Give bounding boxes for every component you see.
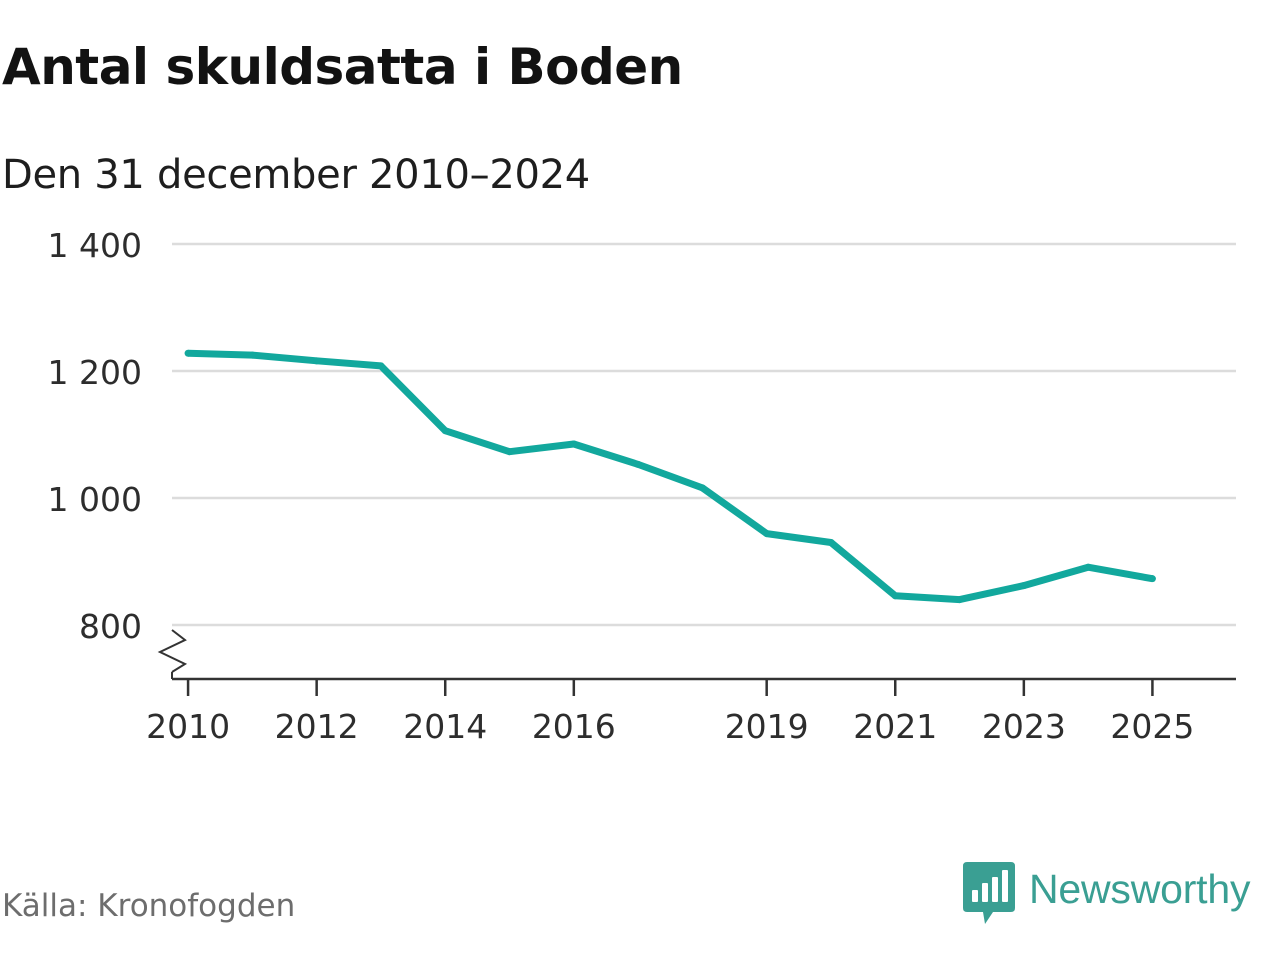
source-note: Källa: Kronofogden (2, 888, 296, 924)
data-point-2010 (184, 349, 192, 357)
newsworthy-logo-text: Newsworthy (1029, 866, 1251, 912)
series-line-0 (187, 349, 1154, 604)
chart-title: Antal skuldsatta i Boden (2, 38, 683, 96)
data-point-2019 (763, 530, 771, 538)
chart-subtitle: Den 31 december 2010–2024 (2, 152, 590, 198)
x-tick-label-2014: 2014 (403, 707, 487, 746)
y-tick-label-800: 800 (79, 607, 142, 646)
x-tick-label-2012: 2012 (275, 707, 359, 746)
data-point-2011 (248, 351, 256, 359)
data-point-2015 (506, 448, 514, 456)
newsworthy-logo-icon (963, 862, 1015, 924)
data-point-2017 (634, 460, 642, 468)
data-point-2018 (698, 484, 706, 492)
data-point-2025 (1148, 575, 1156, 583)
data-point-2024 (1084, 563, 1092, 571)
x-tick-label-2019: 2019 (725, 707, 809, 746)
y-tick-label-1000: 1 000 (48, 480, 142, 519)
data-point-2021 (891, 592, 899, 600)
x-tick-label-2023: 2023 (982, 707, 1066, 746)
x-tick-label-2010: 2010 (146, 707, 230, 746)
x-tick-label-2021: 2021 (853, 707, 937, 746)
data-point-2020 (827, 538, 835, 546)
y-tick-label-1200: 1 200 (48, 353, 142, 392)
data-point-2023 (1020, 582, 1028, 590)
data-point-2014 (441, 427, 449, 435)
y-tick-label-1400: 1 400 (48, 226, 142, 265)
x-tick-label-2025: 2025 (1110, 707, 1194, 746)
y-axis-break-icon (157, 629, 188, 673)
newsworthy-logo: Newsworthy (963, 862, 1250, 926)
data-point-2022 (956, 596, 964, 604)
x-tick-label-2016: 2016 (532, 707, 616, 746)
data-point-2012 (313, 357, 321, 365)
data-point-2016 (570, 440, 578, 448)
data-point-2013 (377, 362, 385, 370)
